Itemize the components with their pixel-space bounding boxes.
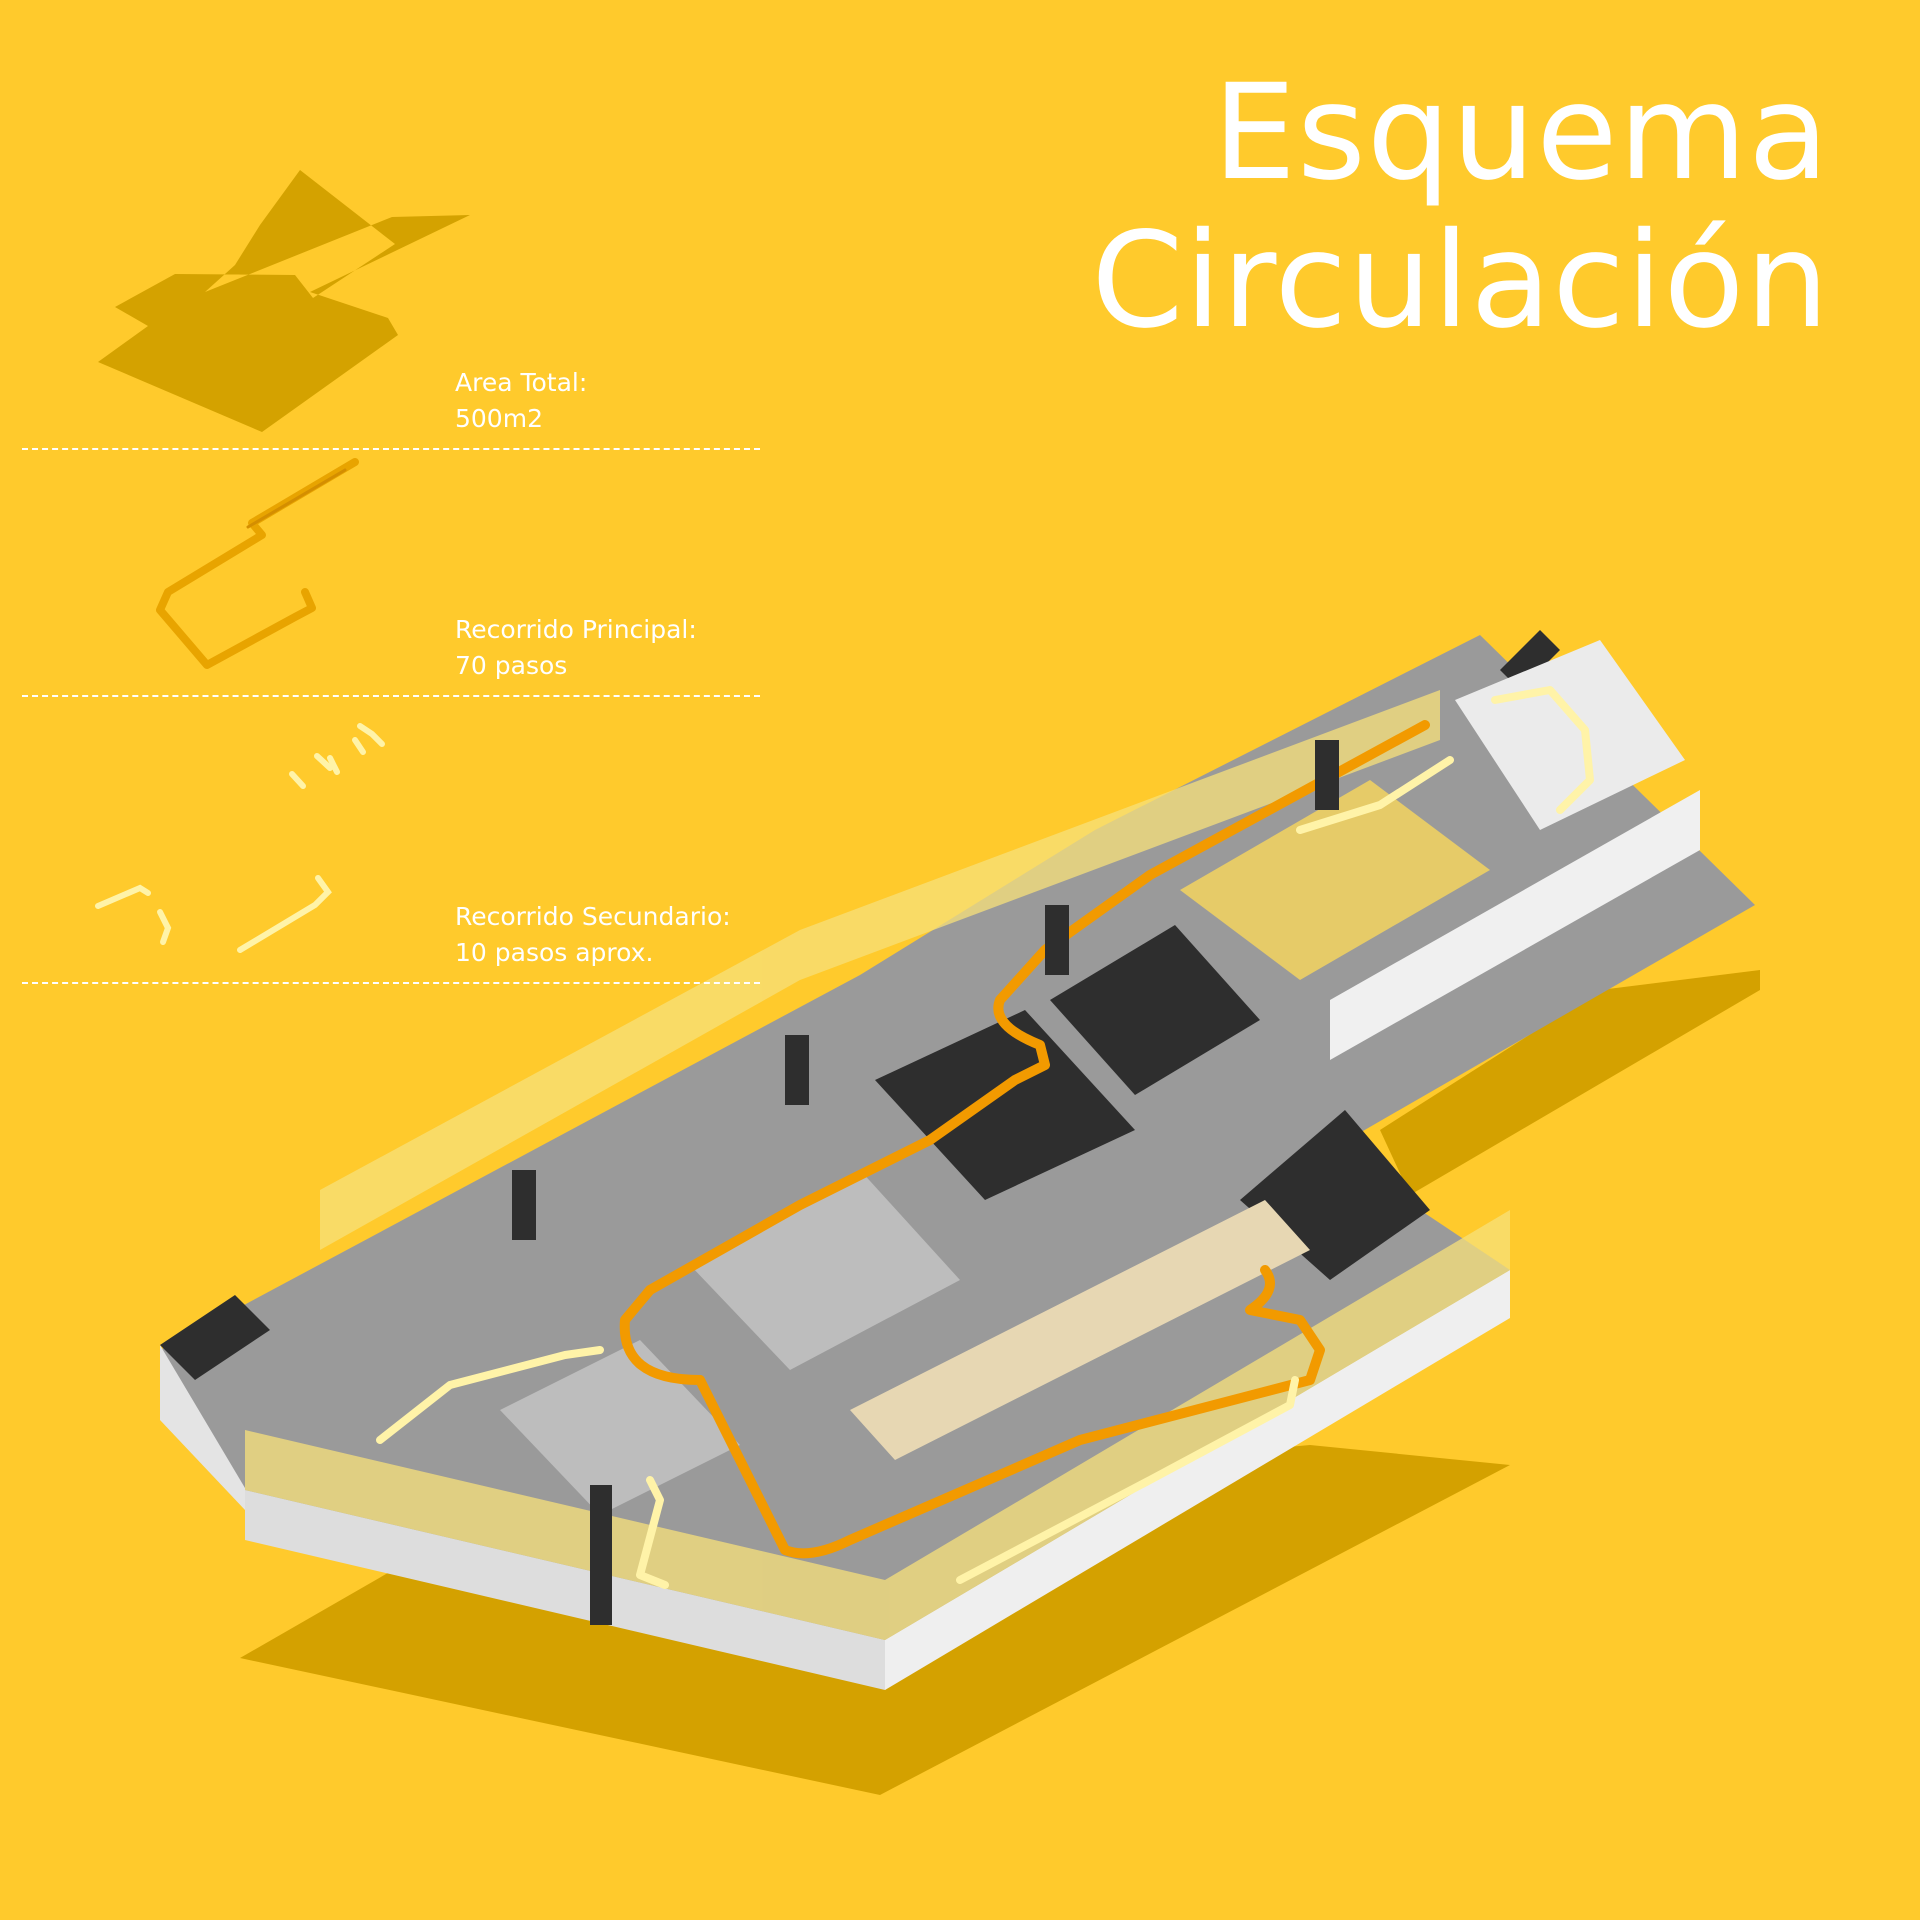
wing-wall	[1330, 790, 1700, 1060]
glass-facades	[245, 690, 1510, 1640]
divider-3	[22, 982, 760, 984]
building-shadow-wing	[1380, 970, 1760, 1195]
exterior-wall-left	[160, 1345, 245, 1510]
exterior-wall-front	[245, 1490, 885, 1690]
legend-main-path: Recorrido Principal: 70 pasos	[455, 612, 697, 684]
legend-secondary-path-value: 10 pasos aprox.	[455, 938, 654, 967]
legend-main-path-value: 70 pasos	[455, 651, 568, 680]
title-line-2: Circulación	[1091, 203, 1830, 358]
legend-area-total-value: 500m2	[455, 404, 543, 433]
legend-area-total: Area Total: 500m2	[455, 365, 587, 437]
legend-secondary-path-label: Recorrido Secundario:	[455, 902, 731, 931]
legend-secondary-path: Recorrido Secundario: 10 pasos aprox.	[455, 899, 731, 971]
secondary-path-fragments	[95, 723, 385, 953]
title-line-1: Esquema	[1212, 56, 1830, 210]
legend-area-total-label: Area Total:	[455, 368, 588, 397]
main-circulation-path	[619, 720, 1430, 1559]
divider-2	[22, 695, 760, 697]
legend-main-path-label: Recorrido Principal:	[455, 615, 697, 644]
pillars	[512, 740, 1339, 1625]
divider-1	[22, 448, 760, 450]
main-path-diagram	[156, 458, 359, 669]
secondary-circulation-paths	[376, 686, 1594, 1589]
page-title: Esquema Circulación	[1091, 56, 1830, 358]
area-total-shape	[98, 170, 470, 432]
exterior-wall-right	[885, 1270, 1510, 1690]
